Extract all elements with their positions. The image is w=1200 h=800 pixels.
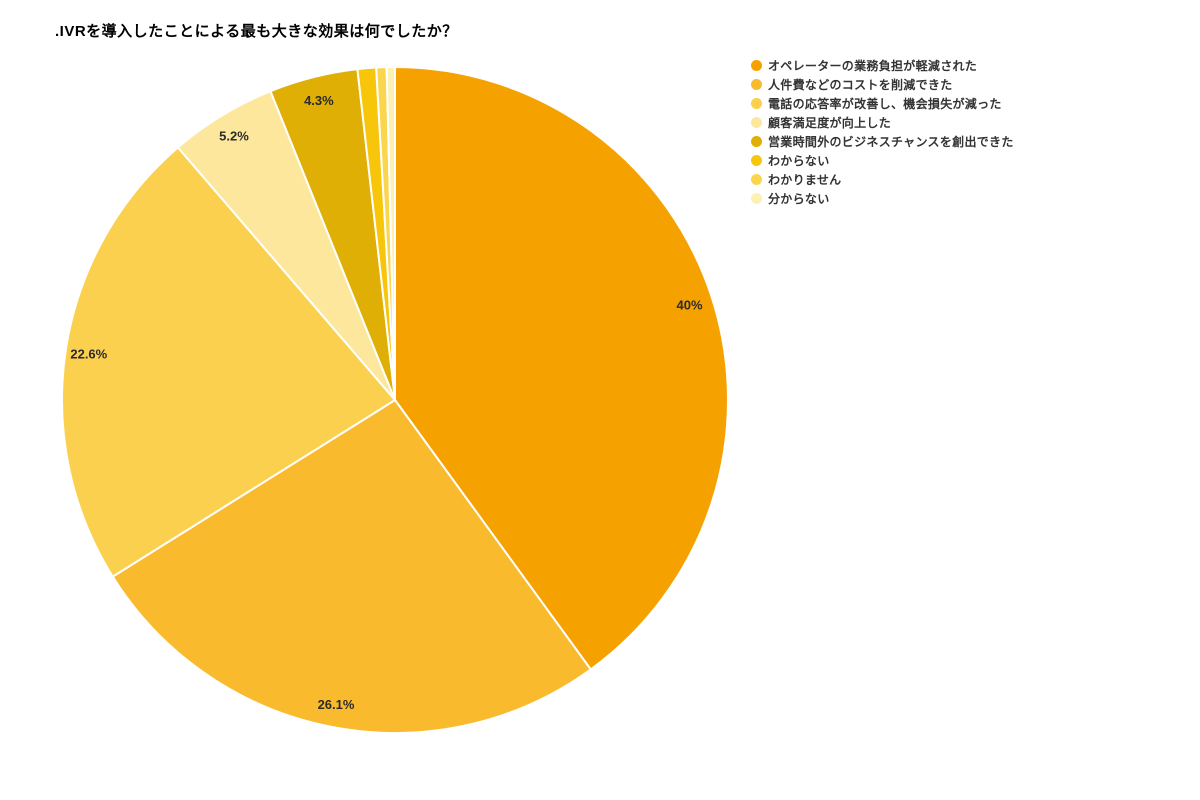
legend-item: 分からない [751,189,1014,208]
legend-label: わかりません [768,173,842,187]
slice-label: 40% [676,297,702,312]
legend-color-dot [751,60,762,71]
legend-item: 営業時間外のビジネスチャンスを創出できた [751,132,1014,151]
slice-label: 26.1% [318,697,355,712]
slice-label: 22.6% [70,347,107,362]
pie-slice-8 [385,66,396,401]
legend-color-dot [751,79,762,90]
legend-label: 人件費などのコストを削減できた [768,78,953,92]
pie-slice-2 [111,399,592,734]
legend-label: 営業時間外のビジネスチャンスを創出できた [768,135,1014,149]
legend-color-dot [751,136,762,147]
slice-label: 5.2% [219,128,249,143]
legend-color-dot [751,155,762,166]
legend-color-dot [751,193,762,204]
legend: オペレーターの業務負担が軽減された 人件費などのコストを削減できた電話の応答率が改… [751,56,1014,208]
legend-label: オペレーターの業務負担が軽減された [768,59,978,73]
legend-item: 顧客満足度が向上した [751,113,1014,132]
legend-color-dot [751,117,762,128]
chart-title: .IVRを導入したことによる最も大きな効果は何でしたか？ [55,23,458,40]
slice-label: 4.3% [304,93,334,108]
legend-item: 人件費などのコストを削減できた [751,75,1014,94]
legend-item: オペレーターの業務負担が軽減された [751,56,1014,75]
legend-label: 分からない [768,192,830,206]
legend-label: 顧客満足度が向上した [768,116,892,130]
legend-item: 電話の応答率が改善し、機会損失が減った [751,94,1014,113]
legend-label: 電話の応答率が改善し、機会損失が減った [768,97,1002,111]
pie-slice-1 [394,66,729,671]
legend-label: わからない [768,154,830,168]
pie-slice-3 [61,146,396,578]
legend-item: わからない [751,151,1014,170]
legend-item: わかりません [751,170,1014,189]
legend-color-dot [751,98,762,109]
legend-color-dot [751,174,762,185]
